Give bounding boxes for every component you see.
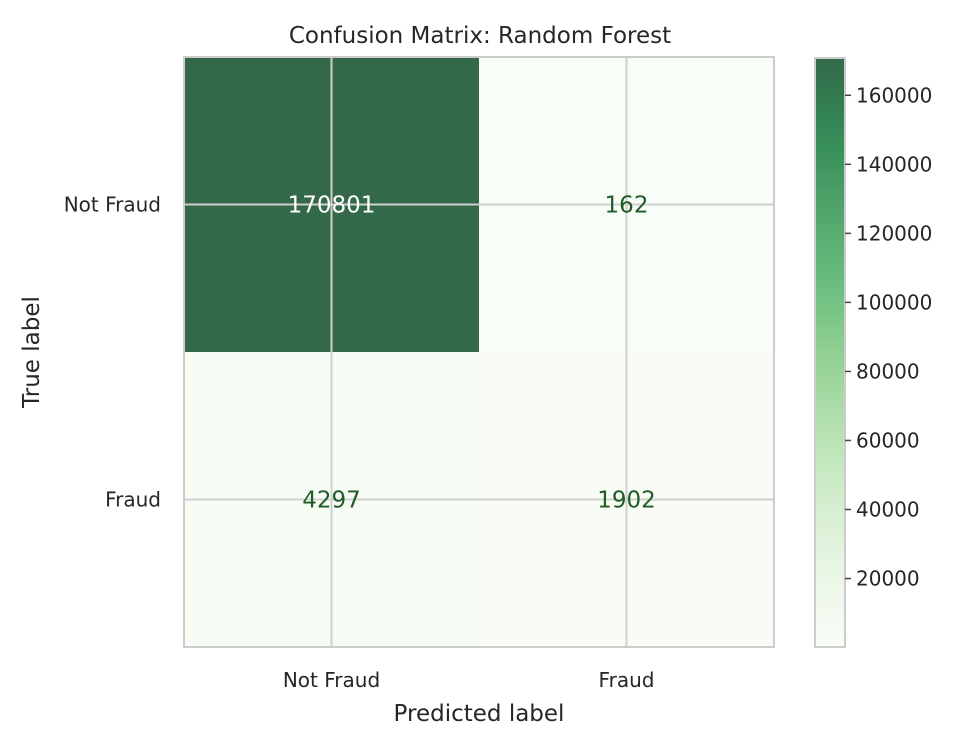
colorbar-tick-label: 140000	[856, 152, 932, 176]
y-tick-label: Not Fraud	[64, 193, 161, 217]
colorbar-ticks: 20000 40000 60000 80000 100000 120000 140000 16…	[845, 83, 932, 591]
colorbar	[814, 57, 846, 648]
colorbar-tick-label: 80000	[856, 359, 920, 383]
x-tick-label: Not Fraud	[283, 668, 380, 692]
cell-value-label: 170801	[288, 193, 376, 219]
cell-value-label: 4297	[302, 488, 361, 514]
colorbar-tick-label: 40000	[856, 497, 920, 521]
heatmap-cells	[184, 57, 774, 647]
grid-lines	[184, 57, 774, 647]
plot-frame	[183, 56, 775, 648]
cell-value-label: 162	[605, 193, 649, 219]
y-axis-ticks: Not Fraud Fraud	[64, 193, 161, 512]
y-tick-label: Fraud	[105, 488, 161, 512]
colorbar-tick-label: 60000	[856, 428, 920, 452]
x-axis-ticks: Not Fraud Fraud	[283, 668, 655, 692]
colorbar-tick-label: 160000	[856, 83, 932, 107]
x-tick-label: Fraud	[599, 668, 655, 692]
cell-value-label: 1902	[597, 488, 656, 514]
chart-title: Confusion Matrix: Random Forest	[289, 23, 671, 49]
y-axis-label: True label	[19, 296, 45, 409]
cell-value-labels: 170801 162 4297 1902	[288, 193, 656, 514]
colorbar-tick-label: 100000	[856, 290, 932, 314]
colorbar-tick-label: 20000	[856, 567, 920, 591]
x-axis-label: Predicted label	[394, 701, 565, 727]
colorbar-tick-label: 120000	[856, 221, 932, 245]
